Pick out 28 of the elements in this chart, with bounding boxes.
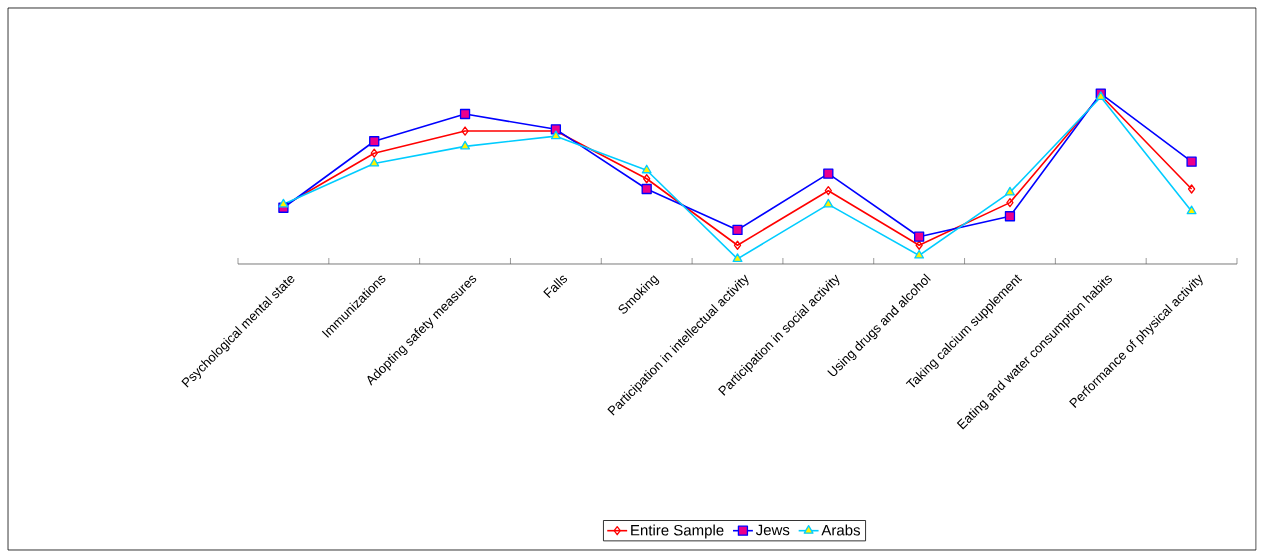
legend-label: Arabs — [821, 524, 860, 536]
point — [550, 130, 561, 140]
point — [460, 140, 471, 150]
point — [641, 183, 652, 195]
point — [369, 136, 380, 147]
point — [370, 148, 378, 158]
point — [733, 240, 742, 250]
point — [641, 164, 652, 174]
point — [913, 231, 925, 242]
point — [732, 253, 743, 263]
point — [1187, 184, 1196, 194]
point — [1006, 197, 1014, 208]
point — [461, 126, 469, 136]
point — [1186, 156, 1197, 167]
point — [732, 224, 743, 236]
point — [1004, 211, 1016, 222]
point — [824, 186, 832, 196]
point — [823, 198, 834, 208]
point — [915, 240, 923, 250]
point — [643, 174, 651, 184]
point — [459, 108, 471, 120]
point — [1004, 186, 1015, 196]
point — [823, 168, 834, 179]
point — [1186, 205, 1197, 215]
legend-label: Jews — [755, 524, 790, 536]
point — [369, 157, 380, 167]
legend-label: Entire Sample — [631, 524, 724, 539]
point — [914, 249, 925, 259]
